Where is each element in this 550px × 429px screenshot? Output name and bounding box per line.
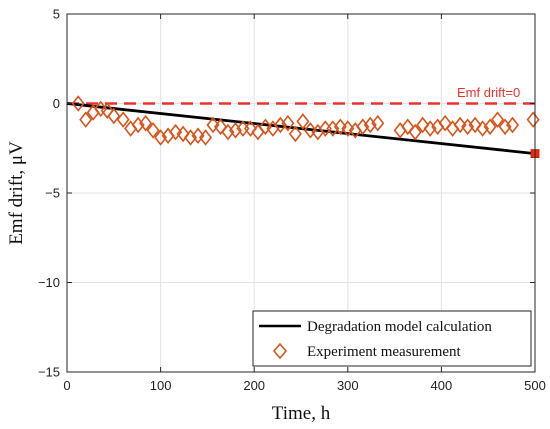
experiment-point [184, 129, 198, 146]
experiment-point [281, 114, 295, 132]
experiment-point [483, 118, 497, 136]
grid [67, 14, 535, 372]
x-tick-label: 500 [524, 378, 546, 393]
ticks: 0 100 200 300 400 500 5 0 −5 −10 −15 [38, 7, 546, 394]
y-tick-label: 5 [53, 7, 60, 22]
experiment-point [228, 122, 242, 139]
experiment-point [476, 120, 490, 137]
x-axis-title: Time, h [272, 403, 331, 424]
y-tick-label: 0 [53, 96, 60, 111]
experiment-point [213, 118, 228, 136]
experiment-point [401, 118, 415, 136]
experiment-point [199, 129, 213, 146]
x-tick-label: 300 [337, 378, 359, 393]
experiment-point [408, 123, 422, 141]
experiment-point [296, 113, 310, 130]
experiment-point [169, 123, 183, 141]
legend-label-model: Degradation model calculation [307, 319, 492, 335]
legend-diamond-swatch [272, 342, 288, 360]
experiment-point [326, 120, 340, 137]
experiment-point [154, 129, 168, 146]
y-tick-label: −5 [45, 186, 60, 201]
experiment-point [243, 120, 257, 137]
y-tick-label: −15 [38, 365, 60, 380]
experiment-point [176, 125, 190, 143]
experiment-point [363, 116, 377, 134]
experiment-point [526, 111, 540, 128]
x-tick-label: 100 [150, 378, 172, 393]
experiment-point [139, 114, 153, 132]
x-tick-label: 200 [243, 378, 265, 393]
experiment-point [438, 114, 452, 132]
experiment-point [371, 114, 385, 132]
experiment-point [356, 118, 370, 136]
experiment-point [258, 118, 272, 136]
experiment-point [273, 116, 287, 134]
experiment-point [341, 120, 355, 137]
experiment-point [146, 122, 160, 139]
experiment-point [461, 118, 475, 136]
experiment-point [416, 116, 430, 134]
experiment-point [498, 118, 512, 136]
y-tick-label: −10 [38, 275, 60, 290]
emf-drift-annotation: Emf drift=0 [457, 85, 520, 100]
experiment-point [333, 118, 347, 136]
experiment-point [79, 111, 93, 128]
degradation-model-line [66, 102, 536, 156]
legend: Degradation model calculation Experiment… [252, 310, 532, 367]
experiment-point [303, 122, 317, 139]
experiment-point [191, 127, 205, 145]
x-tick-label: 400 [431, 378, 453, 393]
experiment-point [71, 95, 85, 112]
experiment-point [107, 107, 121, 125]
experiment-point [221, 123, 235, 141]
y-axis-title: Emf drift, μV [6, 141, 27, 245]
x-tick-label: 0 [63, 378, 70, 393]
legend-box [252, 310, 532, 367]
experiment-point [491, 111, 505, 128]
experiment-point [288, 125, 302, 143]
experiment-point [100, 102, 114, 119]
experiment-point [131, 116, 145, 134]
experiment-point [206, 116, 220, 134]
experiment-point [116, 111, 130, 128]
legend-label-experiment: Experiment measurement [307, 344, 462, 360]
experiment-point [423, 120, 437, 137]
experiment-point [453, 116, 467, 134]
experiment-point [468, 116, 482, 134]
experiment-point [506, 116, 520, 134]
